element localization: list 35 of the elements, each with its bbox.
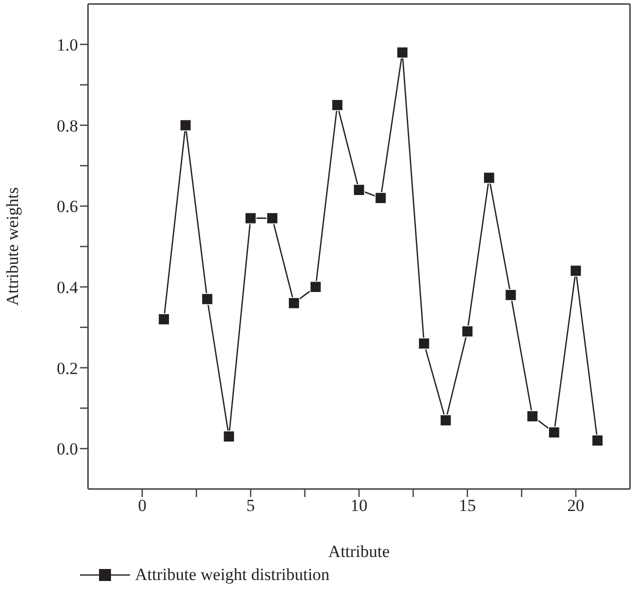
- point: [440, 414, 452, 426]
- point: [201, 293, 214, 305]
- point: [331, 99, 344, 111]
- point: [266, 212, 278, 224]
- point: [570, 264, 582, 277]
- x-tick-label: 20: [567, 496, 584, 516]
- point: [592, 434, 604, 446]
- y-tick-label: 0.6: [56, 197, 78, 216]
- point: [158, 313, 170, 326]
- point: [483, 172, 495, 184]
- point: [288, 297, 300, 309]
- y-axis-title: Attribute weights: [3, 187, 22, 306]
- point: [310, 281, 322, 293]
- point: [504, 289, 517, 301]
- x-tick-label: 0: [138, 496, 146, 516]
- point: [374, 192, 387, 204]
- point: [418, 338, 430, 350]
- x-tick-label: 10: [350, 496, 368, 516]
- y-tick-label: 0.4: [56, 278, 78, 297]
- point: [223, 430, 235, 442]
- point: [244, 212, 256, 224]
- legend-label: Attribute weight distribution: [135, 565, 330, 585]
- x-tick-label: 5: [246, 496, 255, 516]
- point: [353, 184, 365, 196]
- point: [462, 325, 474, 338]
- y-tick-label: 0.2: [56, 358, 78, 378]
- point: [526, 410, 538, 422]
- point: [180, 119, 192, 132]
- y-tick-label: 1.0: [56, 35, 78, 54]
- point: [396, 46, 408, 58]
- y-tick-label: 0.8: [56, 116, 78, 136]
- point: [548, 426, 560, 438]
- y-tick-label: 0.0: [56, 440, 78, 459]
- x-axis-title: Attribute: [328, 542, 390, 561]
- x-tick-label: 15: [458, 496, 476, 516]
